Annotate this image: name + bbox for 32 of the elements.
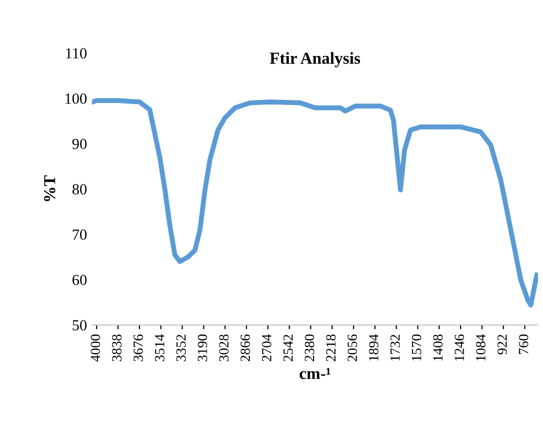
x-tick-label: 1894 xyxy=(369,334,378,361)
x-tick-label: 1570 xyxy=(412,334,422,361)
y-tick-label: 90 xyxy=(72,138,87,150)
chart-title: Ftir Analysis xyxy=(270,52,360,68)
x-tick-label: 2542 xyxy=(283,334,293,362)
x-tick-label: 4000 xyxy=(90,334,100,362)
x-axis-title: cm-¹ xyxy=(300,368,330,380)
x-tick-label: 2866 xyxy=(240,334,250,362)
x-tick-label: 3352 xyxy=(176,334,186,362)
y-tick-label: 50 xyxy=(72,320,87,330)
x-tick-label: 922 xyxy=(498,334,507,354)
x-tick-label: 1084 xyxy=(476,334,486,361)
x-tick-label: 3838 xyxy=(112,334,122,362)
x-tick-label: 2056 xyxy=(348,334,357,362)
y-tick-label: 60 xyxy=(72,274,87,286)
x-tick-label: 1732 xyxy=(390,334,400,361)
x-tick-label: 3514 xyxy=(154,334,164,362)
x-tick-label: 3190 xyxy=(198,334,208,362)
x-tick-label: 1408 xyxy=(433,334,443,361)
x-tick-label: 2380 xyxy=(304,334,314,362)
y-tick-label: 70 xyxy=(72,229,87,240)
y-tick-label: 100 xyxy=(66,93,87,104)
line-series xyxy=(92,98,538,308)
x-tick-label: 2218 xyxy=(326,334,336,362)
x-tick-label: 3028 xyxy=(219,334,229,362)
x-tick-label: 760 xyxy=(518,334,528,354)
y-axis-title: %T xyxy=(44,175,56,202)
y-tick-label: 80 xyxy=(72,184,87,194)
x-tick-label: 1246 xyxy=(454,334,464,361)
y-tick-label: 110 xyxy=(66,48,87,58)
x-tick-label: 3676 xyxy=(134,334,143,362)
x-tick-label: 2704 xyxy=(262,334,272,362)
